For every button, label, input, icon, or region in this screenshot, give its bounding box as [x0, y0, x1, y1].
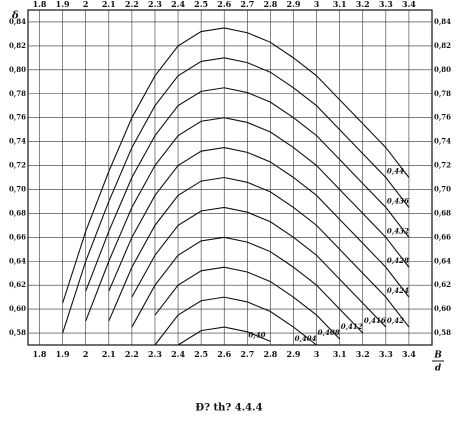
x-tick-label-top: 2 [83, 0, 89, 9]
x-tick-label-top: 2.4 [171, 0, 185, 9]
x-tick-label: 3.4 [402, 349, 416, 359]
y-tick-label: 0,62 [9, 280, 26, 289]
y-tick-label-right: 0,58 [434, 328, 451, 337]
y-tick-label-right: 0,66 [434, 232, 451, 241]
x-tick-label-top: 2.2 [125, 0, 139, 9]
x-tick-label-top: 2.7 [240, 0, 254, 9]
curve [131, 236, 364, 334]
x-tick-label-top: 3.1 [333, 0, 347, 9]
curve [154, 296, 317, 346]
x-tick-label: 2.7 [240, 349, 254, 359]
curve [108, 147, 410, 298]
x-tick-label: 2.6 [217, 349, 231, 359]
y-tick-label-right: 0,76 [434, 113, 451, 122]
curve-label: 0,432 [387, 226, 409, 235]
plot-frame [27, 9, 433, 346]
y-axis-label: δ [11, 11, 19, 22]
curve-label: 0,428 [387, 256, 409, 265]
y-tick-label: 0,80 [9, 65, 26, 74]
curve-label: 0,408 [318, 328, 340, 337]
caption: Đ? th? 4.4.4 [195, 403, 262, 414]
x-tick-label: 1.9 [56, 349, 70, 359]
x-tick-label: 3.1 [333, 349, 347, 359]
y-tick-label: 0,68 [9, 208, 26, 217]
x-tick-label-top: 1.9 [56, 0, 70, 9]
y-tick-label: 0,76 [9, 113, 26, 122]
y-tick-label-right: 0,62 [434, 280, 451, 289]
y-tick-label-right: 0,68 [434, 208, 451, 217]
y-tick-label: 0,78 [9, 89, 26, 98]
curve-label: 0,42 [387, 316, 404, 325]
curve-label: 0,40 [248, 330, 265, 339]
x-tick-label-top: 2.5 [194, 0, 208, 9]
x-tick-label-top: 2.6 [217, 0, 231, 9]
curve [131, 206, 387, 328]
curve-label: 0,404 [295, 334, 317, 343]
x-tick-label: 2.1 [102, 349, 116, 359]
x-tick-label-top: 2.9 [287, 0, 301, 9]
curve-label: 0,416 [364, 316, 386, 325]
y-tick-label: 0,82 [9, 41, 26, 50]
y-tick-label-right: 0,82 [434, 41, 451, 50]
x-tick-label-top: 2.8 [263, 0, 277, 9]
x-tick-label: 2.4 [171, 349, 185, 359]
x-axis-label-bottom: d [435, 364, 442, 374]
curve [62, 27, 410, 304]
x-tick-label-top: 2.1 [102, 0, 116, 9]
curve [177, 326, 271, 346]
y-tick-label: 0,84 [9, 17, 26, 26]
y-tick-label-right: 0,70 [434, 184, 451, 193]
curve-label: 0,44 [387, 167, 404, 176]
x-axis-label-top: B [433, 351, 442, 361]
x-tick-label: 3.3 [379, 349, 393, 359]
curve-label: 0,436 [387, 196, 409, 205]
y-tick-label: 0,58 [9, 328, 26, 337]
y-tick-label-right: 0,78 [434, 89, 451, 98]
y-tick-label-right: 0,84 [434, 17, 451, 26]
curve [85, 117, 410, 322]
curve-label: 0,424 [387, 286, 409, 295]
y-tick-label-right: 0,74 [434, 137, 451, 146]
x-tick-label-top: 3.2 [356, 0, 370, 9]
curve [154, 266, 341, 340]
x-tick-label: 2.5 [194, 349, 208, 359]
x-tick-label: 3 [314, 349, 320, 359]
y-tick-label-right: 0,80 [434, 65, 451, 74]
x-tick-label: 2.8 [263, 349, 277, 359]
x-tick-label-top: 1.8 [33, 0, 47, 9]
x-tick-label: 1.8 [33, 349, 47, 359]
y-tick-label: 0,70 [9, 184, 26, 193]
y-tick-label: 0,64 [9, 256, 26, 265]
x-tick-label: 2 [83, 349, 89, 359]
x-tick-label: 2.3 [148, 349, 162, 359]
y-tick-label-right: 0,72 [434, 161, 451, 170]
x-tick-label-top: 3.4 [402, 0, 416, 9]
x-tick-label: 3.2 [356, 349, 370, 359]
curve-label: 0,412 [341, 322, 363, 331]
y-tick-label: 0,74 [9, 137, 26, 146]
curve [108, 176, 410, 328]
x-tick-label-top: 2.3 [148, 0, 162, 9]
curve [62, 57, 410, 334]
y-tick-label: 0,66 [9, 232, 26, 241]
y-tick-label-right: 0,60 [434, 304, 451, 313]
y-tick-label-right: 0,64 [434, 256, 451, 265]
x-tick-label-top: 3.3 [379, 0, 393, 9]
curve [85, 87, 410, 292]
x-tick-label: 2.2 [125, 349, 139, 359]
y-tick-label: 0,72 [9, 161, 26, 170]
x-tick-label: 2.9 [287, 349, 301, 359]
x-tick-label-top: 3 [314, 0, 320, 9]
y-tick-label: 0,60 [9, 304, 26, 313]
